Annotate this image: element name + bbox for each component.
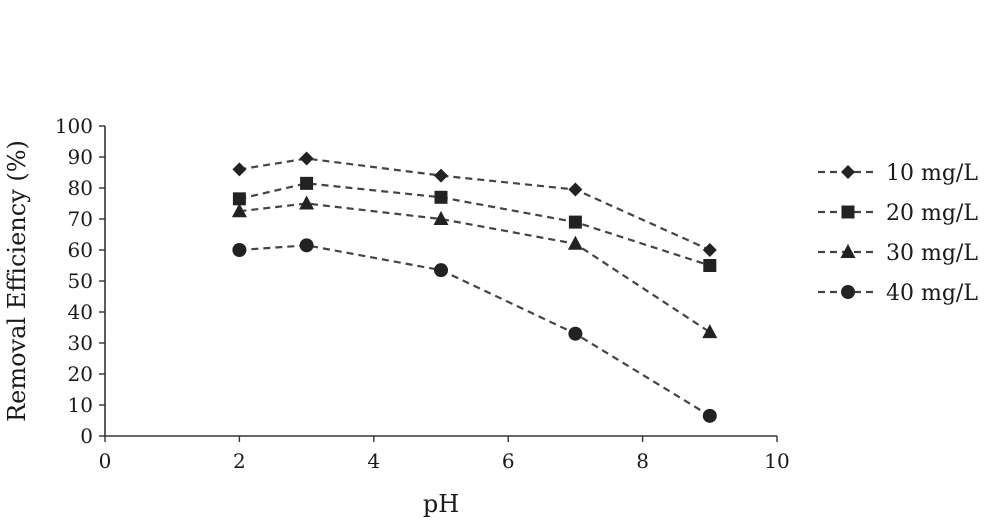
legend-marker (841, 205, 855, 219)
series-30-mg-l (231, 195, 718, 339)
y-axis-title: Removal Efficiency (%) (3, 140, 31, 422)
legend-item: 30 mg/L (818, 241, 978, 266)
data-point (434, 190, 448, 204)
legend-label: 20 mg/L (886, 201, 978, 226)
x-tick-label: 4 (367, 449, 380, 473)
y-tick-label: 10 (68, 393, 93, 417)
data-point (568, 182, 583, 197)
data-point (300, 176, 314, 190)
data-point (232, 192, 246, 206)
legend-label: 10 mg/L (886, 161, 978, 186)
data-point (703, 259, 717, 272)
y-tick-label: 50 (68, 269, 93, 293)
data-point (299, 238, 314, 253)
x-axis-title: pH (423, 490, 459, 518)
y-tick-label: 70 (68, 207, 93, 231)
legend: 10 mg/L 20 mg/L 30 mg/L 40 mg/L (818, 161, 978, 306)
y-tick-label: 30 (68, 331, 93, 355)
series-20-mg-l (232, 176, 717, 272)
y-tick-label: 0 (80, 424, 93, 448)
legend-marker (840, 244, 856, 258)
data-point (299, 195, 315, 210)
legend-marker (841, 285, 855, 299)
y-tick-label: 60 (68, 238, 93, 262)
data-point (568, 326, 583, 341)
data-point (299, 151, 314, 166)
y-tick-label: 80 (68, 176, 93, 200)
axes: 0 10 20 30 40 50 60 70 80 90 100 0 2 4 6 8 10 (55, 114, 790, 473)
legend-marker (841, 165, 855, 179)
data-point (433, 211, 449, 225)
series-line (239, 244, 711, 417)
y-tick-label: 40 (68, 300, 93, 324)
series-40-mg-l (232, 238, 717, 423)
x-tick-label: 8 (636, 449, 649, 473)
y-tick-label: 100 (55, 114, 93, 138)
data-point (568, 215, 582, 229)
x-tick-label: 6 (502, 449, 515, 473)
x-tick-label: 0 (99, 449, 112, 473)
y-tick-label: 20 (68, 362, 93, 386)
legend-label: 30 mg/L (886, 241, 978, 266)
y-tick-label: 90 (68, 145, 93, 169)
data-point (232, 162, 247, 177)
data-point (567, 235, 583, 250)
series-line (239, 202, 711, 334)
data-point (702, 324, 718, 339)
legend-label: 40 mg/L (886, 281, 978, 306)
data-point (232, 243, 247, 257)
legend-item: 40 mg/L (818, 281, 978, 306)
legend-item: 20 mg/L (818, 201, 978, 226)
data-point (434, 168, 448, 183)
series-layer (231, 151, 718, 423)
data-point (231, 203, 247, 218)
x-tick-label: 10 (764, 449, 789, 473)
x-tick-label: 2 (233, 449, 246, 473)
legend-item: 10 mg/L (818, 161, 978, 186)
data-point (702, 408, 717, 423)
series-10-mg-l (232, 151, 717, 257)
series-line (239, 157, 711, 252)
data-point (434, 263, 448, 278)
series-line (239, 182, 711, 267)
data-point (702, 243, 717, 257)
